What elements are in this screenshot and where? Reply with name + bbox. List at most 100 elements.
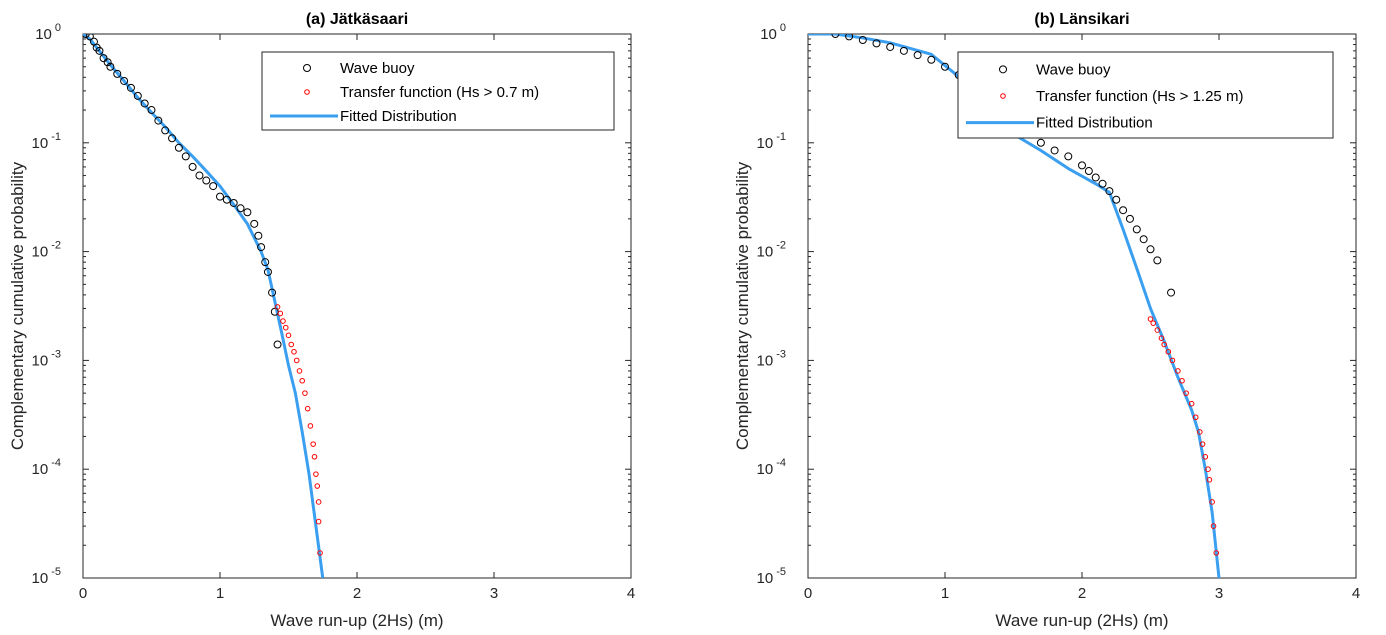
wave-buoy-point: [209, 182, 218, 191]
wave-buoy-point: [103, 58, 112, 67]
y-tick-base: 10: [757, 570, 774, 587]
y-tick-label: 10 -4: [757, 457, 786, 478]
transfer-function-point: [1154, 327, 1161, 333]
y-tick-base: 10: [760, 26, 777, 43]
wave-buoy-point: [1105, 187, 1114, 196]
transfer-function-point: [1183, 390, 1189, 396]
y-tick-base: 10: [757, 244, 774, 261]
y-tick-label: 10 -1: [757, 131, 786, 152]
transfer-function-point: [1158, 335, 1165, 341]
x-tick-label: 0: [79, 585, 87, 602]
legend-transfer-function-marker: [304, 89, 310, 95]
wave-buoy-point: [1132, 225, 1141, 234]
y-axis-label: Complementary cumulative probability: [733, 161, 752, 450]
fitted-distribution-line: [808, 34, 1221, 578]
y-tick-exponent: -1: [51, 131, 61, 143]
y-tick-exponent: -1: [776, 131, 786, 143]
y-tick-label: 10 -4: [32, 457, 61, 478]
wave-buoy-point: [154, 116, 163, 125]
y-tick-label: 10 -2: [757, 240, 786, 261]
wave-buoy-point: [83, 34, 90, 38]
y-tick-base: 10: [32, 461, 49, 478]
y-tick-label: 10 -5: [757, 566, 786, 587]
wave-buoy-point: [236, 204, 245, 213]
transfer-function-point: [314, 483, 321, 489]
y-tick-label: 10 -1: [32, 131, 61, 152]
x-tick-label: 3: [490, 585, 498, 602]
transfer-function-point: [1192, 414, 1199, 421]
data-layer: [83, 34, 325, 578]
wave-buoy-point: [147, 106, 156, 115]
wave-buoy-point: [229, 198, 238, 207]
wave-buoy-point: [845, 34, 854, 41]
y-tick-base: 10: [35, 26, 52, 43]
x-axis-label: Wave run-up (2Hs) (m): [995, 611, 1168, 630]
transfer-function-point: [282, 324, 289, 331]
wave-buoy-point: [886, 42, 895, 51]
transfer-function-point: [313, 471, 319, 477]
transfer-function-point: [1199, 441, 1206, 447]
transfer-function-point: [1161, 341, 1167, 348]
transfer-function-point: [291, 348, 297, 355]
wave-buoy-point: [195, 171, 204, 180]
wave-buoy-point: [1167, 288, 1176, 297]
x-tick-label: 4: [627, 585, 635, 602]
legend: Wave buoy Transfer function (Hs > 1.25 m)…: [957, 51, 1334, 139]
wave-buoy-point: [1091, 173, 1100, 182]
transfer-function-point: [315, 518, 322, 525]
y-tick-base: 10: [32, 135, 49, 152]
wave-buoy-point: [1139, 235, 1148, 244]
wave-buoy-point: [1098, 179, 1107, 188]
y-tick-label: 10 -2: [32, 240, 61, 261]
wave-buoy-point: [913, 51, 922, 60]
legend-entry-label: Fitted Distribution: [340, 108, 457, 125]
transfer-function-point: [304, 405, 311, 412]
wave-buoy-point: [120, 76, 129, 85]
transfer-function-point: [285, 332, 292, 339]
legend-entry-label: Wave buoy: [340, 60, 415, 77]
wave-buoy-point: [831, 34, 840, 38]
wave-buoy-point: [1064, 152, 1073, 161]
y-tick-base: 10: [757, 135, 774, 152]
chart-title: (a) Jätkäsaari: [306, 11, 408, 28]
wave-buoy-point: [1112, 195, 1121, 204]
wave-buoy-point: [254, 231, 263, 240]
transfer-function-point: [307, 423, 314, 429]
transfer-function-point: [1150, 320, 1157, 326]
y-axis-label: Complementary cumulative probability: [8, 161, 27, 450]
wave-buoy-point: [1078, 161, 1086, 170]
transfer-function-point: [296, 368, 303, 374]
wave-buoy-point: [106, 62, 115, 71]
y-tick-exponent: -5: [776, 566, 786, 578]
legend-transfer-function-marker: [1000, 93, 1006, 99]
x-tick-label: 3: [1215, 585, 1223, 602]
wave-buoy-point: [133, 91, 142, 100]
transfer-function-point: [277, 310, 284, 317]
transfer-function-point: [1197, 429, 1203, 435]
y-tick-exponent: -3: [51, 348, 61, 360]
x-tick-label: 4: [1352, 585, 1360, 602]
legend-entry-label: Transfer function (Hs > 0.7 m): [340, 84, 539, 101]
wave-buoy-point: [872, 39, 881, 48]
transfer-function-point: [288, 341, 295, 348]
wave-buoy-point: [1153, 256, 1162, 265]
y-tick-exponent: -4: [776, 457, 786, 469]
x-tick-label: 2: [1078, 585, 1086, 602]
wave-buoy-point: [261, 258, 270, 267]
transfer-function-point: [1169, 357, 1176, 364]
transfer-function-point: [1213, 550, 1220, 556]
transfer-function-point: [1209, 499, 1215, 505]
y-tick-base: 10: [32, 570, 49, 587]
x-tick-label: 2: [353, 585, 361, 602]
wave-buoy-point: [1050, 146, 1059, 155]
wave-buoy-point: [126, 83, 135, 92]
transfer-function-point: [1165, 348, 1172, 355]
transfer-function-point: [280, 318, 286, 324]
wave-buoy-point: [243, 208, 252, 217]
y-tick-exponent: 0: [780, 22, 786, 34]
wave-buoy-point: [941, 62, 949, 71]
transfer-function-point: [274, 304, 281, 310]
y-tick-base: 10: [757, 352, 774, 369]
transfer-function-point: [1206, 476, 1213, 483]
